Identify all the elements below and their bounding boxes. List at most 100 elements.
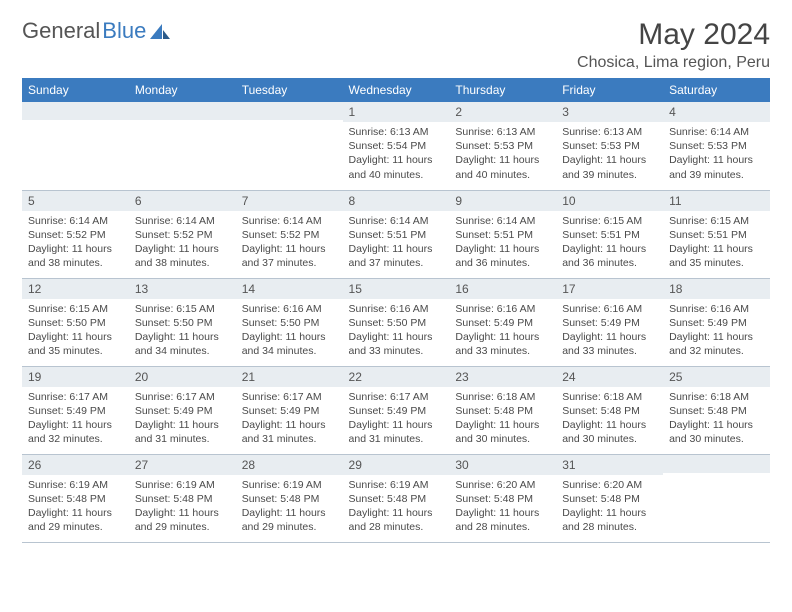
calendar-day-cell: 12Sunrise: 6:15 AMSunset: 5:50 PMDayligh… xyxy=(22,278,129,366)
calendar-day-cell: 5Sunrise: 6:14 AMSunset: 5:52 PMDaylight… xyxy=(22,190,129,278)
day-number: 12 xyxy=(22,279,129,299)
calendar-empty-cell xyxy=(22,102,129,190)
day-number: 26 xyxy=(22,455,129,475)
sunrise-line: Sunrise: 6:14 AM xyxy=(242,214,337,228)
sunrise-line: Sunrise: 6:15 AM xyxy=(28,302,123,316)
daylight-line: Daylight: 11 hours and 33 minutes. xyxy=(455,330,550,358)
calendar-week-row: 12Sunrise: 6:15 AMSunset: 5:50 PMDayligh… xyxy=(22,278,770,366)
sunset-line: Sunset: 5:53 PM xyxy=(562,139,657,153)
day-number: 31 xyxy=(556,455,663,475)
day-number: 3 xyxy=(556,102,663,122)
daylight-line: Daylight: 11 hours and 32 minutes. xyxy=(669,330,764,358)
calendar-day-cell: 25Sunrise: 6:18 AMSunset: 5:48 PMDayligh… xyxy=(663,366,770,454)
sunset-line: Sunset: 5:54 PM xyxy=(349,139,444,153)
day-number: 10 xyxy=(556,191,663,211)
day-number: 11 xyxy=(663,191,770,211)
day-details: Sunrise: 6:18 AMSunset: 5:48 PMDaylight:… xyxy=(556,387,663,453)
daylight-line: Daylight: 11 hours and 39 minutes. xyxy=(562,153,657,181)
day-details: Sunrise: 6:18 AMSunset: 5:48 PMDaylight:… xyxy=(449,387,556,453)
day-details: Sunrise: 6:19 AMSunset: 5:48 PMDaylight:… xyxy=(236,475,343,541)
calendar-day-cell: 10Sunrise: 6:15 AMSunset: 5:51 PMDayligh… xyxy=(556,190,663,278)
sunrise-line: Sunrise: 6:19 AM xyxy=(242,478,337,492)
sunset-line: Sunset: 5:53 PM xyxy=(669,139,764,153)
day-number: 17 xyxy=(556,279,663,299)
calendar-day-cell: 6Sunrise: 6:14 AMSunset: 5:52 PMDaylight… xyxy=(129,190,236,278)
daylight-line: Daylight: 11 hours and 38 minutes. xyxy=(135,242,230,270)
sunrise-line: Sunrise: 6:19 AM xyxy=(28,478,123,492)
calendar-body: 1Sunrise: 6:13 AMSunset: 5:54 PMDaylight… xyxy=(22,102,770,542)
sunrise-line: Sunrise: 6:14 AM xyxy=(28,214,123,228)
calendar-day-cell: 24Sunrise: 6:18 AMSunset: 5:48 PMDayligh… xyxy=(556,366,663,454)
day-number: 18 xyxy=(663,279,770,299)
calendar-day-cell: 2Sunrise: 6:13 AMSunset: 5:53 PMDaylight… xyxy=(449,102,556,190)
title-block: May 2024 Chosica, Lima region, Peru xyxy=(577,18,770,72)
calendar-day-cell: 22Sunrise: 6:17 AMSunset: 5:49 PMDayligh… xyxy=(343,366,450,454)
daylight-line: Daylight: 11 hours and 34 minutes. xyxy=(135,330,230,358)
daylight-line: Daylight: 11 hours and 40 minutes. xyxy=(455,153,550,181)
weekday-header: Wednesday xyxy=(343,78,450,102)
sunrise-line: Sunrise: 6:16 AM xyxy=(669,302,764,316)
sunset-line: Sunset: 5:48 PM xyxy=(28,492,123,506)
sunrise-line: Sunrise: 6:14 AM xyxy=(455,214,550,228)
daylight-line: Daylight: 11 hours and 29 minutes. xyxy=(135,506,230,534)
day-details: Sunrise: 6:19 AMSunset: 5:48 PMDaylight:… xyxy=(129,475,236,541)
sunset-line: Sunset: 5:48 PM xyxy=(242,492,337,506)
daylight-line: Daylight: 11 hours and 39 minutes. xyxy=(669,153,764,181)
sunset-line: Sunset: 5:52 PM xyxy=(135,228,230,242)
daylight-line: Daylight: 11 hours and 35 minutes. xyxy=(28,330,123,358)
location: Chosica, Lima region, Peru xyxy=(577,54,770,72)
day-details: Sunrise: 6:14 AMSunset: 5:52 PMDaylight:… xyxy=(129,211,236,277)
day-details: Sunrise: 6:18 AMSunset: 5:48 PMDaylight:… xyxy=(663,387,770,453)
daylight-line: Daylight: 11 hours and 36 minutes. xyxy=(455,242,550,270)
day-number: 1 xyxy=(343,102,450,122)
calendar-day-cell: 19Sunrise: 6:17 AMSunset: 5:49 PMDayligh… xyxy=(22,366,129,454)
daylight-line: Daylight: 11 hours and 35 minutes. xyxy=(669,242,764,270)
sunset-line: Sunset: 5:48 PM xyxy=(349,492,444,506)
day-number: 19 xyxy=(22,367,129,387)
day-number: 13 xyxy=(129,279,236,299)
sunset-line: Sunset: 5:48 PM xyxy=(562,492,657,506)
sunset-line: Sunset: 5:49 PM xyxy=(562,316,657,330)
day-details: Sunrise: 6:14 AMSunset: 5:52 PMDaylight:… xyxy=(22,211,129,277)
daylight-line: Daylight: 11 hours and 34 minutes. xyxy=(242,330,337,358)
day-details: Sunrise: 6:15 AMSunset: 5:50 PMDaylight:… xyxy=(22,299,129,365)
sunrise-line: Sunrise: 6:17 AM xyxy=(242,390,337,404)
brand-part1: General xyxy=(22,18,100,44)
calendar-day-cell: 3Sunrise: 6:13 AMSunset: 5:53 PMDaylight… xyxy=(556,102,663,190)
daylight-line: Daylight: 11 hours and 30 minutes. xyxy=(669,418,764,446)
calendar-week-row: 1Sunrise: 6:13 AMSunset: 5:54 PMDaylight… xyxy=(22,102,770,190)
sunrise-line: Sunrise: 6:13 AM xyxy=(455,125,550,139)
day-details: Sunrise: 6:16 AMSunset: 5:49 PMDaylight:… xyxy=(556,299,663,365)
daylight-line: Daylight: 11 hours and 38 minutes. xyxy=(28,242,123,270)
day-details: Sunrise: 6:14 AMSunset: 5:52 PMDaylight:… xyxy=(236,211,343,277)
calendar-day-cell: 21Sunrise: 6:17 AMSunset: 5:49 PMDayligh… xyxy=(236,366,343,454)
day-details: Sunrise: 6:16 AMSunset: 5:49 PMDaylight:… xyxy=(449,299,556,365)
calendar-week-row: 26Sunrise: 6:19 AMSunset: 5:48 PMDayligh… xyxy=(22,454,770,542)
calendar-empty-cell xyxy=(129,102,236,190)
sunrise-line: Sunrise: 6:19 AM xyxy=(135,478,230,492)
sunrise-line: Sunrise: 6:20 AM xyxy=(455,478,550,492)
day-number: 27 xyxy=(129,455,236,475)
calendar-header-row: SundayMondayTuesdayWednesdayThursdayFrid… xyxy=(22,78,770,102)
daylight-line: Daylight: 11 hours and 40 minutes. xyxy=(349,153,444,181)
day-details: Sunrise: 6:20 AMSunset: 5:48 PMDaylight:… xyxy=(449,475,556,541)
sunset-line: Sunset: 5:50 PM xyxy=(349,316,444,330)
header: GeneralBlue May 2024 Chosica, Lima regio… xyxy=(22,18,770,72)
daylight-line: Daylight: 11 hours and 29 minutes. xyxy=(28,506,123,534)
day-number xyxy=(236,102,343,120)
daylight-line: Daylight: 11 hours and 32 minutes. xyxy=(28,418,123,446)
daylight-line: Daylight: 11 hours and 33 minutes. xyxy=(562,330,657,358)
day-number: 20 xyxy=(129,367,236,387)
calendar-table: SundayMondayTuesdayWednesdayThursdayFrid… xyxy=(22,78,770,543)
calendar-day-cell: 11Sunrise: 6:15 AMSunset: 5:51 PMDayligh… xyxy=(663,190,770,278)
brand-part2: Blue xyxy=(102,18,146,44)
day-number: 23 xyxy=(449,367,556,387)
day-number: 4 xyxy=(663,102,770,122)
calendar-day-cell: 4 Sunrise: 6:14 AMSunset: 5:53 PMDaylight… xyxy=(663,102,770,190)
sunrise-line: Sunrise: 6:14 AM xyxy=(669,125,764,139)
calendar-empty-cell xyxy=(236,102,343,190)
day-number: 24 xyxy=(556,367,663,387)
daylight-line: Daylight: 11 hours and 29 minutes. xyxy=(242,506,337,534)
daylight-line: Daylight: 11 hours and 37 minutes. xyxy=(242,242,337,270)
day-number: 15 xyxy=(343,279,450,299)
